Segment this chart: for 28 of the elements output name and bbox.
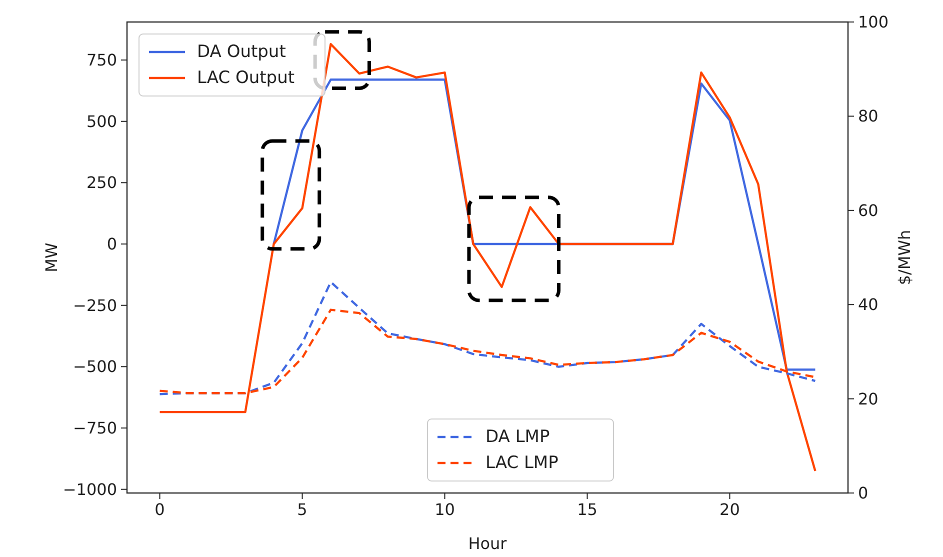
- y-tick-label: −1000: [62, 480, 117, 499]
- x-tick-label: 10: [434, 500, 455, 519]
- x-axis-title: Hour: [468, 534, 508, 553]
- y2-tick-label: 0: [858, 484, 868, 502]
- line-series: [158, 42, 816, 472]
- legend-label: DA LMP: [486, 427, 550, 447]
- x-tick-label: 20: [720, 500, 740, 519]
- y-tick-label: 250: [86, 173, 117, 192]
- y-tick-label: −500: [73, 357, 117, 376]
- x-tick-label: 0: [154, 500, 165, 519]
- y-tick-label: −750: [73, 418, 117, 438]
- y-tick-label: 500: [86, 112, 117, 131]
- y2-tick-label: 100: [858, 12, 889, 32]
- x-tick-label: 5: [297, 500, 308, 519]
- y-tick-label: −250: [73, 296, 117, 315]
- y-tick-label: 0: [106, 234, 117, 254]
- y2-tick-label: 80: [858, 106, 878, 126]
- legend-label: LAC LMP: [486, 453, 558, 473]
- y-axis-title: MW: [42, 242, 61, 272]
- y-tick-label: 750: [86, 50, 117, 70]
- y2-axis-title: $/MWh: [895, 230, 914, 286]
- x-tick-label: 15: [577, 500, 598, 519]
- y2-tick-label: 40: [858, 295, 878, 314]
- legend-label: LAC Output: [197, 68, 295, 88]
- line-series: [158, 280, 816, 396]
- y2-tick-label: 20: [858, 389, 878, 408]
- legend-label: DA Output: [197, 42, 286, 62]
- y2-tick-label: 60: [858, 200, 878, 220]
